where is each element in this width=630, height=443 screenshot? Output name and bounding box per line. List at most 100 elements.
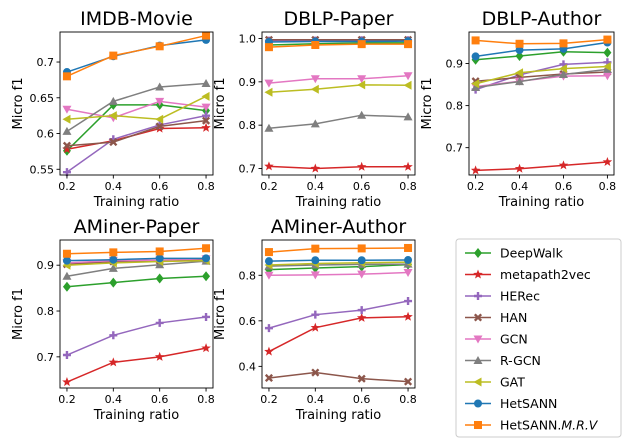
data-point bbox=[155, 247, 164, 256]
data-point bbox=[602, 61, 611, 71]
series-hetsann-m-r-v bbox=[264, 40, 413, 52]
panel-dblp-author: DBLP-Author 0.2 0.4 0.6 0.8 0.7 0.8 0.9 Training… bbox=[420, 8, 616, 210]
data-point bbox=[558, 64, 567, 74]
legend-marker bbox=[473, 377, 482, 387]
series-hetsann-m-r-v bbox=[264, 243, 413, 257]
panel-title: DBLP-Author bbox=[482, 8, 602, 30]
legend-label: HetSANN bbox=[500, 396, 557, 411]
legend-label: HAN bbox=[500, 310, 527, 325]
series-line bbox=[268, 114, 409, 129]
data-point bbox=[155, 97, 165, 106]
series-line bbox=[268, 75, 409, 84]
series-hetsann-m-r-v bbox=[62, 244, 211, 258]
legend-entry-hetsann-m-r-v: HetSANN.M.R.V bbox=[465, 418, 599, 433]
y-tick-label: 0.55 bbox=[30, 163, 55, 176]
data-point bbox=[514, 163, 525, 173]
series-metapath2vec bbox=[62, 122, 211, 154]
series-line bbox=[268, 165, 409, 170]
x-tick-label: 0.4 bbox=[307, 180, 325, 193]
x-tick-label: 0.8 bbox=[599, 180, 617, 193]
panel-title: IMDB-Movie bbox=[80, 8, 193, 30]
y-tick-label: 0.65 bbox=[30, 92, 55, 105]
series-line bbox=[268, 259, 409, 262]
y-tick-label: 1.0 bbox=[239, 33, 257, 46]
data-point bbox=[515, 39, 524, 48]
data-point bbox=[310, 84, 319, 94]
data-point bbox=[109, 248, 118, 257]
data-point bbox=[471, 83, 481, 92]
y-tick-label: 0.8 bbox=[37, 305, 55, 318]
data-point bbox=[603, 35, 612, 44]
data-point bbox=[357, 75, 367, 84]
data-point bbox=[62, 281, 71, 292]
legend-label: DeepWalk bbox=[500, 246, 564, 261]
series-gcn bbox=[264, 72, 413, 88]
series-herec bbox=[264, 297, 413, 333]
series-line bbox=[268, 247, 409, 253]
series-line bbox=[475, 41, 608, 58]
data-point bbox=[356, 161, 367, 171]
panel-aminer-author: AMiner-Author 0.2 0.4 0.6 0.8 0.4 0.6 0.8 Traini… bbox=[213, 216, 417, 423]
legend-box bbox=[455, 238, 622, 438]
legend-marker bbox=[473, 313, 483, 322]
legend-label: metapath2vec bbox=[500, 267, 591, 282]
legend-entry-han: HAN bbox=[465, 310, 527, 325]
y-axis-label: Micro f1 bbox=[213, 288, 228, 340]
legend-label: R-GCN bbox=[500, 353, 541, 368]
series-line bbox=[66, 95, 207, 120]
series-metapath2vec bbox=[264, 161, 413, 173]
data-point bbox=[201, 78, 211, 87]
y-tick-label: 0.6 bbox=[37, 128, 55, 141]
legend-marker bbox=[474, 399, 482, 408]
data-point bbox=[201, 91, 210, 101]
legend-marker bbox=[474, 421, 482, 429]
series-line bbox=[268, 42, 409, 46]
y-tick-label: 0.8 bbox=[446, 100, 464, 113]
series-r-gcn bbox=[471, 64, 612, 92]
data-point bbox=[357, 256, 366, 265]
legend-marker bbox=[474, 292, 482, 300]
series-line bbox=[268, 271, 409, 277]
axes-frame bbox=[261, 239, 416, 389]
legend: DeepWalk metapath2vec HERec HAN GCN R-GCN GAT H… bbox=[455, 238, 622, 438]
x-tick-label: 0.6 bbox=[151, 393, 169, 406]
series-han bbox=[264, 368, 413, 386]
data-point bbox=[109, 138, 118, 147]
series-herec bbox=[62, 312, 211, 360]
series-line bbox=[475, 38, 608, 45]
data-point bbox=[202, 111, 211, 120]
series-line bbox=[66, 114, 207, 173]
data-point bbox=[310, 75, 320, 84]
legend-label: HERec bbox=[500, 289, 540, 304]
series-hetsann bbox=[62, 254, 211, 265]
data-point bbox=[403, 377, 413, 386]
data-point bbox=[403, 72, 413, 81]
series-gat bbox=[471, 61, 611, 89]
y-tick-label: 0.7 bbox=[446, 142, 464, 155]
x-tick-label: 0.2 bbox=[58, 180, 76, 193]
legend-marker bbox=[473, 269, 483, 279]
axes-frame bbox=[261, 31, 416, 176]
data-point bbox=[310, 271, 320, 280]
data-point bbox=[404, 297, 413, 306]
data-point bbox=[264, 271, 274, 280]
series-line bbox=[268, 315, 409, 353]
data-point bbox=[357, 306, 366, 315]
x-tick-label: 0.4 bbox=[105, 393, 123, 406]
series-line bbox=[66, 34, 207, 78]
series-line bbox=[66, 247, 207, 255]
data-point bbox=[155, 260, 165, 269]
data-point bbox=[155, 318, 164, 327]
legend-marker bbox=[473, 356, 483, 364]
x-tick-label: 0.2 bbox=[260, 180, 278, 193]
series-line bbox=[66, 258, 207, 264]
data-point bbox=[311, 368, 320, 377]
series-line bbox=[268, 84, 409, 93]
series-gat bbox=[264, 80, 412, 97]
data-point bbox=[202, 254, 211, 263]
y-tick-label: 0.9 bbox=[239, 76, 257, 89]
x-tick-label: 0.6 bbox=[353, 180, 371, 193]
x-tick-label: 0.2 bbox=[467, 180, 485, 193]
data-point bbox=[62, 72, 71, 81]
axes-frame bbox=[59, 31, 214, 176]
